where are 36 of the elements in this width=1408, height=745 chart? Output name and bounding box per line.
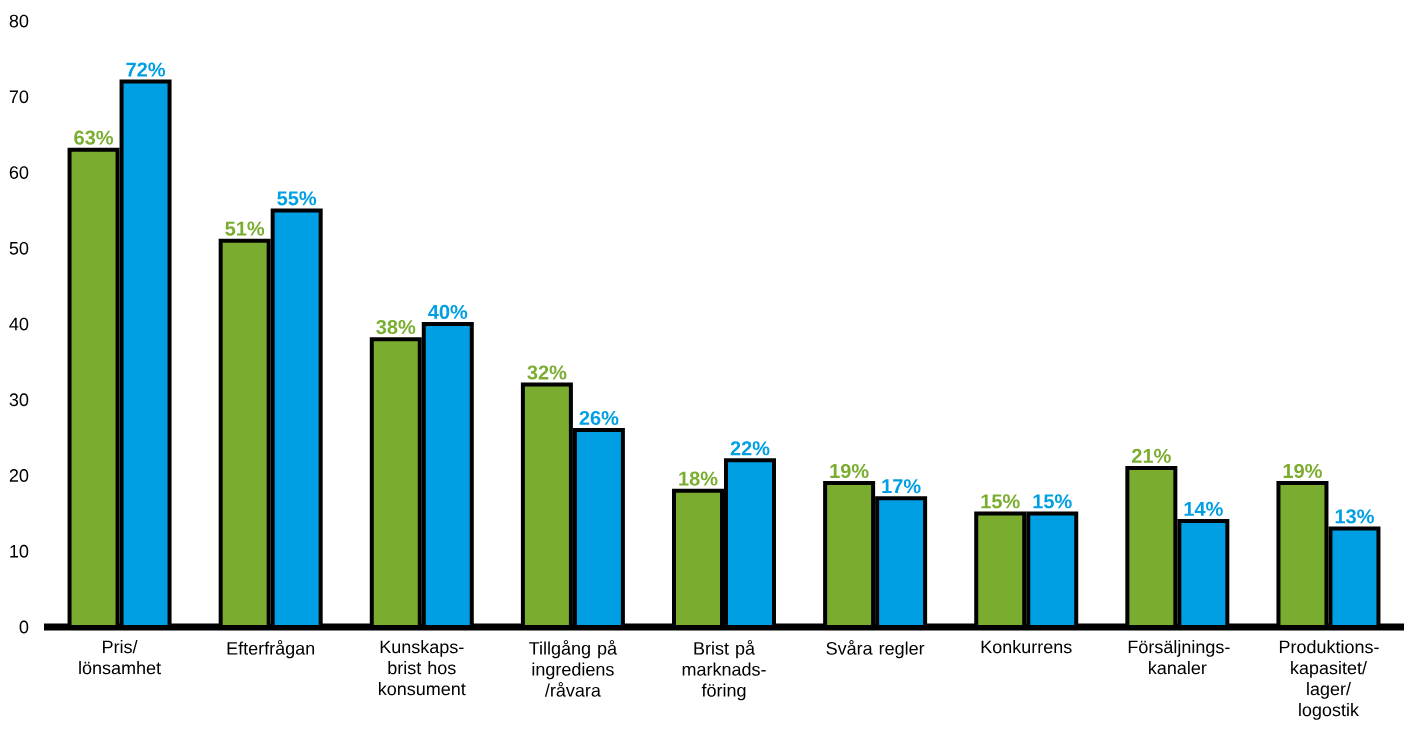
x-tick-label: Kunskaps-brist hos konsument <box>378 640 466 696</box>
data-label: 21% <box>1132 448 1171 463</box>
y-tick-label: 40 <box>9 317 29 331</box>
data-label: 19% <box>830 463 869 479</box>
data-label: 63% <box>74 130 114 145</box>
y-tick-label: 30 <box>9 393 29 407</box>
data-label: 17% <box>882 479 921 494</box>
x-tick-label: Svåra regler <box>826 640 925 659</box>
x-tick-label: Efterfrågan <box>227 640 315 659</box>
data-label: 15% <box>1033 494 1072 509</box>
y-tick-label: 80 <box>9 14 29 28</box>
x-tick-label: Pris/ lönsamhet <box>79 640 161 675</box>
y-tick-label: 20 <box>9 469 29 482</box>
data-label: 40% <box>428 304 468 319</box>
y-tick-label: 60 <box>9 166 29 179</box>
x-tick-label: Försäljnings-kanaler <box>1128 640 1230 675</box>
data-label: 72% <box>126 62 166 77</box>
data-label: 22% <box>730 441 770 456</box>
data-label: 15% <box>981 494 1020 509</box>
y-tick-label: 0 <box>19 620 29 634</box>
data-label: 51% <box>225 221 265 236</box>
data-label: 38% <box>376 319 416 335</box>
x-tick-label: Konkurrens <box>981 640 1072 654</box>
x-tick-label: Produktions-kapasitet/ lager/ logostik <box>1279 640 1379 720</box>
data-label: 13% <box>1335 509 1374 524</box>
data-label: 26% <box>579 410 619 426</box>
y-tick-label: 50 <box>9 241 29 255</box>
data-label: 14% <box>1184 501 1223 516</box>
y-tick-label: 10 <box>10 544 29 558</box>
data-label: 32% <box>527 365 567 380</box>
x-tick-label: Brist på marknads-föring <box>682 640 766 701</box>
y-tick-label: 70 <box>9 90 29 104</box>
data-label: 19% <box>1283 463 1322 479</box>
data-label: 18% <box>679 471 718 486</box>
x-tick-label: Tillgång på ingrediens /råvara <box>529 640 618 697</box>
data-label: 55% <box>277 191 317 206</box>
